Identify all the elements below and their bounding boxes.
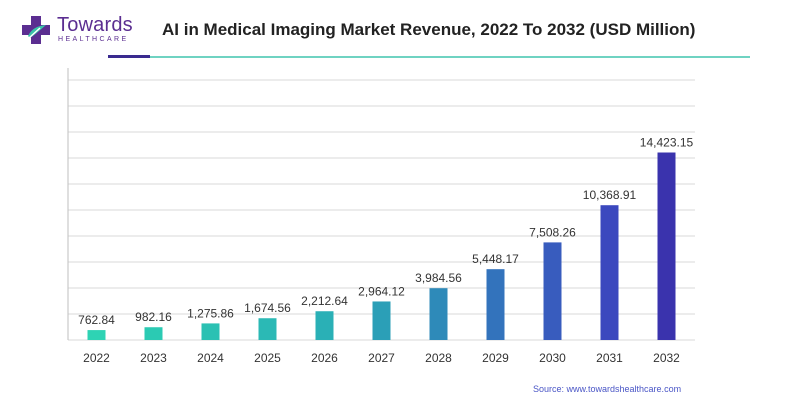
data-label: 1,674.56 [244, 301, 291, 315]
data-label: 7,508.26 [529, 225, 576, 239]
brand-name: Towards [57, 14, 133, 36]
bar [201, 323, 220, 340]
x-tick-label: 2023 [140, 351, 167, 365]
x-tick-label: 2024 [197, 351, 224, 365]
source-note: Source: www.towardshealthcare.com [533, 384, 682, 394]
x-tick-label: 2022 [83, 351, 110, 365]
bar [87, 330, 106, 340]
bar [258, 318, 277, 340]
brand-logo: Towards HEALTHCARE [20, 14, 150, 46]
bar [429, 288, 448, 340]
x-tick-label: 2026 [311, 351, 338, 365]
x-tick-label: 2028 [425, 351, 452, 365]
x-tick-label: 2027 [368, 351, 395, 365]
data-label: 14,423.15 [640, 135, 694, 149]
bar [600, 205, 619, 340]
x-tick-label: 2032 [653, 351, 680, 365]
bar [543, 242, 562, 340]
bar [372, 301, 391, 340]
data-label: 2,964.12 [358, 284, 405, 298]
x-tick-label: 2030 [539, 351, 566, 365]
bar [315, 311, 334, 340]
x-tick-label: 2031 [596, 351, 623, 365]
chart-title: AI in Medical Imaging Market Revenue, 20… [162, 20, 696, 39]
x-tick-label: 2025 [254, 351, 281, 365]
data-label: 3,984.56 [415, 271, 462, 285]
title-underline-accent [108, 55, 150, 58]
bar [486, 269, 505, 340]
plus-cross-icon [22, 16, 50, 44]
bar [657, 152, 676, 340]
x-tick-label: 2029 [482, 351, 509, 365]
brand-subtitle: HEALTHCARE [58, 36, 129, 43]
data-label: 10,368.91 [583, 188, 637, 202]
title-underline [150, 56, 750, 58]
data-label: 2,212.64 [301, 294, 348, 308]
bar [144, 327, 163, 340]
data-label: 1,275.86 [187, 306, 234, 320]
data-label: 982.16 [135, 310, 172, 324]
data-label: 762.84 [78, 313, 115, 327]
data-label: 5,448.17 [472, 252, 519, 266]
